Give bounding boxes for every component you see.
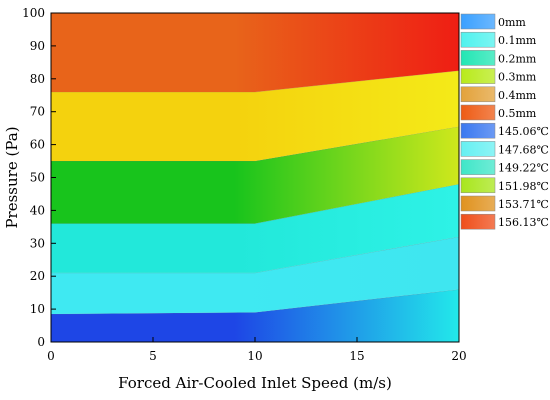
y-tick-label: 90 [30, 39, 45, 53]
legend-swatch [460, 68, 496, 84]
y-tick-label: 60 [30, 138, 45, 152]
x-tick-label: 0 [47, 349, 55, 363]
legend-swatch [460, 213, 496, 230]
y-axis: 0 10 20 30 40 50 60 70 80 90 100 [22, 6, 56, 349]
legend-swatch [460, 177, 496, 194]
x-tick-label: 5 [149, 349, 157, 363]
area-band-0.1mm [51, 236, 459, 315]
legend-label: 0.1mm [498, 34, 537, 47]
legend-swatch [460, 122, 496, 139]
y-tick-label: 50 [30, 171, 45, 185]
x-tick-label: 15 [349, 349, 364, 363]
legend-swatch [460, 141, 496, 157]
legend-label: 149.22℃ [498, 162, 549, 175]
legend-swatch [460, 13, 496, 30]
legend-label: 0.2mm [498, 52, 537, 65]
area-band-0.3mm [51, 126, 459, 224]
legend-label: 0.4mm [498, 89, 537, 102]
legend-label: 0.3mm [498, 71, 537, 84]
legend: 0mm 0.1mm 0.2mm 0.3mm 0.4mm 0.5mm 145.06℃ 147.6… [460, 13, 549, 230]
legend-label: 151.98℃ [498, 180, 549, 193]
legend-label: 0mm [498, 16, 526, 29]
y-tick-label: 0 [37, 335, 45, 349]
legend-swatch [460, 104, 496, 121]
legend-swatch [460, 31, 496, 48]
y-tick-label: 100 [22, 6, 45, 20]
y-tick-label: 30 [30, 236, 45, 250]
y-tick-label: 70 [30, 105, 45, 119]
y-axis-title: Pressure (Pa) [3, 126, 21, 228]
legend-label: 0.5mm [498, 107, 537, 120]
legend-swatch [460, 195, 496, 212]
legend-swatch [460, 159, 496, 175]
x-tick-label: 10 [247, 349, 262, 363]
y-tick-label: 80 [30, 72, 45, 86]
area-band-0.5mm [51, 13, 459, 92]
area-band-0.2mm [51, 184, 459, 273]
legend-label: 156.13℃ [498, 216, 549, 229]
area-band-0mm [51, 289, 459, 342]
legend-label: 147.68℃ [498, 143, 549, 156]
x-axis: 0 5 10 15 20 [47, 337, 467, 363]
legend-label: 153.71℃ [498, 198, 549, 211]
y-tick-label: 20 [30, 269, 45, 283]
legend-swatch [460, 50, 496, 66]
legend-label: 145.06℃ [498, 125, 549, 138]
area-band-0.4mm [51, 70, 459, 162]
area-bands [50, 13, 460, 342]
y-tick-label: 40 [30, 203, 45, 217]
legend-swatch [460, 86, 496, 103]
x-axis-title: Forced Air-Cooled Inlet Speed (m/s) [118, 374, 392, 392]
x-tick-label: 20 [451, 349, 466, 363]
y-tick-label: 10 [30, 302, 45, 316]
